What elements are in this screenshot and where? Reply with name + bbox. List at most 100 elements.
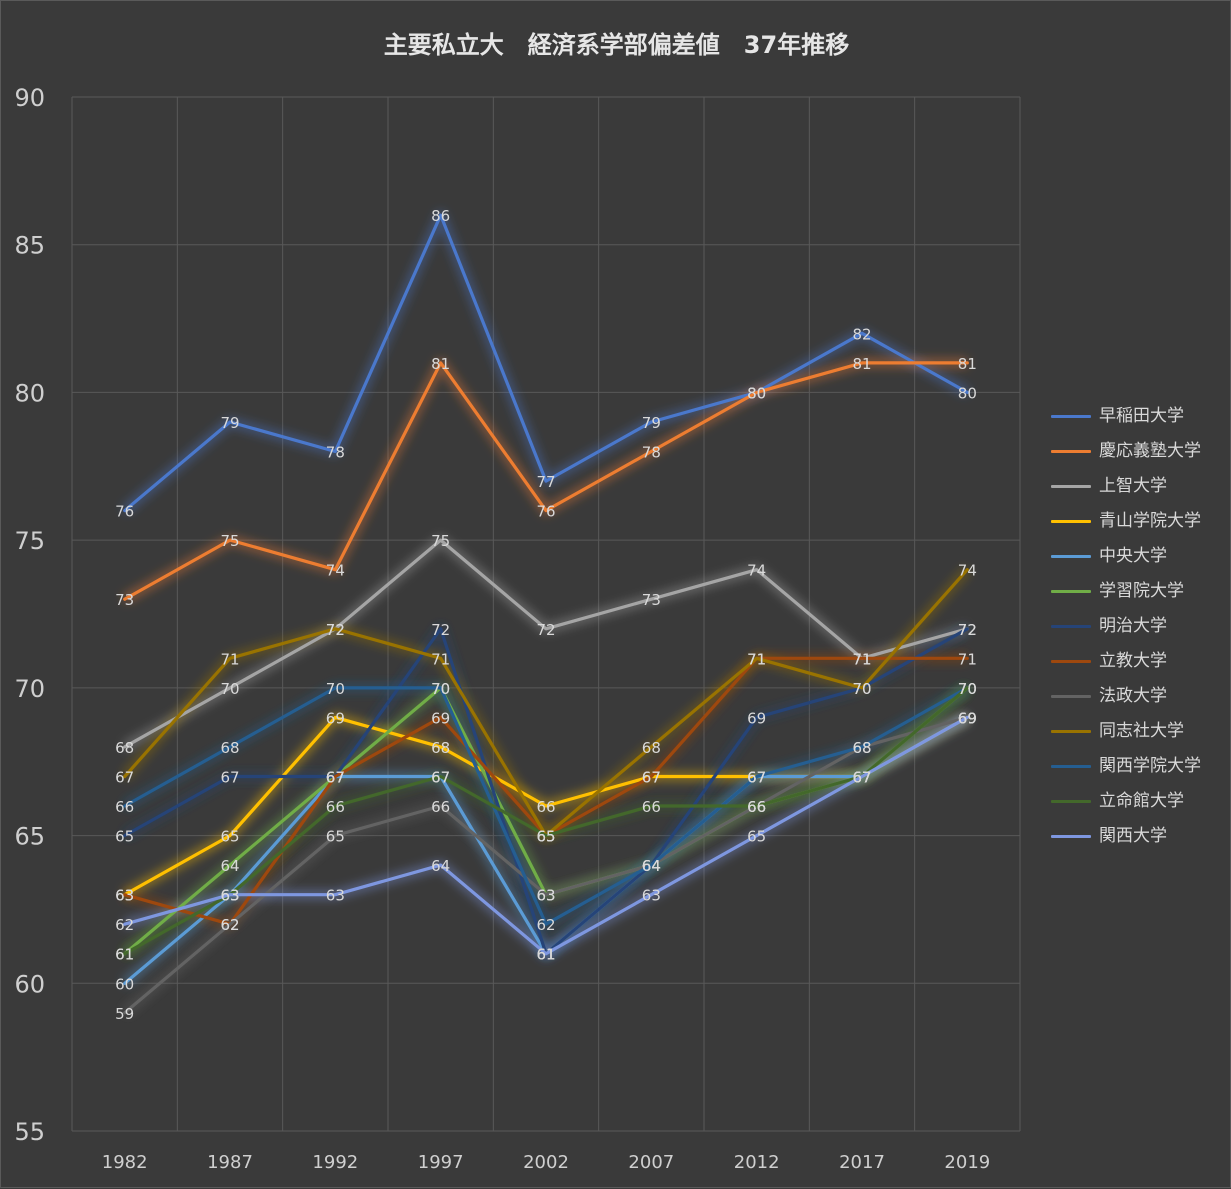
- data-label: 70: [852, 680, 871, 698]
- data-label: 63: [220, 887, 239, 905]
- data-label: 68: [852, 739, 871, 757]
- data-label: 67: [747, 768, 766, 786]
- legend-swatch: [1051, 519, 1091, 523]
- legend-item: 関西大学: [1051, 819, 1201, 854]
- data-label: 69: [747, 709, 766, 727]
- data-label: 81: [852, 355, 871, 373]
- data-label: 66: [115, 798, 134, 816]
- data-label: 65: [536, 828, 555, 846]
- data-label: 75: [431, 532, 450, 550]
- legend-item: 学習院大学: [1051, 574, 1201, 609]
- data-label: 68: [220, 739, 239, 757]
- legend-item: 早稲田大学: [1051, 399, 1201, 434]
- data-label: 79: [220, 414, 239, 432]
- data-label: 67: [852, 768, 871, 786]
- data-label: 61: [115, 946, 134, 964]
- data-label: 61: [536, 946, 555, 964]
- data-label: 67: [326, 768, 345, 786]
- data-label: 80: [958, 384, 977, 402]
- data-label: 67: [326, 768, 345, 786]
- data-label: 62: [536, 916, 555, 934]
- data-label: 66: [747, 798, 766, 816]
- data-label: 63: [536, 887, 555, 905]
- data-label: 77: [536, 473, 555, 491]
- x-tick-label: 1982: [102, 1152, 148, 1173]
- data-label: 70: [431, 680, 450, 698]
- data-label: 67: [220, 768, 239, 786]
- chart-title: 主要私立大 経済系学部偏差値 37年推移: [383, 31, 850, 59]
- series-line-2: [123, 538, 969, 749]
- data-label: 63: [115, 887, 134, 905]
- legend-item: 上智大学: [1051, 469, 1201, 504]
- legend-label: 同志社大学: [1099, 721, 1184, 741]
- data-label: 65: [326, 828, 345, 846]
- legend: 早稲田大学 慶応義塾大学 上智大学 青山学院大学 中央大学 学習院大学 明治大学 立教大学 法政…: [1051, 399, 1201, 854]
- legend-swatch: [1051, 589, 1091, 593]
- legend-label: 関西学院大学: [1099, 756, 1201, 776]
- series-glow-line: [121, 566, 971, 841]
- data-label: 72: [431, 621, 450, 639]
- data-label: 64: [642, 857, 661, 875]
- series-line-10: [123, 686, 969, 926]
- series-line-1: [123, 361, 969, 601]
- data-label: 69: [958, 709, 977, 727]
- x-tick-label: 2012: [734, 1152, 780, 1173]
- data-label: 80: [747, 384, 766, 402]
- y-tick-label: 90: [14, 84, 45, 112]
- data-label: 68: [431, 739, 450, 757]
- data-label: 63: [642, 887, 661, 905]
- y-tick-label: 60: [14, 970, 45, 998]
- data-label: 69: [958, 709, 977, 727]
- x-tick-label: 1992: [312, 1152, 358, 1173]
- legend-item: 立命館大学: [1051, 784, 1201, 819]
- x-axis: 1982 1987 1992 1997 2002 2007 2012 2017 2019: [102, 1152, 990, 1173]
- data-label: 73: [115, 591, 134, 609]
- y-tick-label: 55: [14, 1118, 45, 1146]
- series-glow-line: [121, 210, 970, 515]
- data-label: 71: [220, 650, 239, 668]
- data-label: 67: [852, 768, 871, 786]
- data-label: 78: [326, 444, 345, 462]
- legend-item: 青山学院大学: [1051, 504, 1201, 539]
- data-label: 62: [220, 916, 239, 934]
- data-label: 65: [536, 828, 555, 846]
- data-label: 71: [747, 650, 766, 668]
- data-label: 68: [115, 739, 134, 757]
- data-label: 71: [852, 650, 871, 668]
- data-label: 67: [852, 768, 871, 786]
- data-label: 71: [431, 650, 450, 668]
- data-label: 70: [431, 680, 450, 698]
- legend-swatch: [1051, 484, 1091, 488]
- data-label: 64: [642, 857, 661, 875]
- data-label: 67: [431, 768, 450, 786]
- data-label: 63: [326, 887, 345, 905]
- y-tick-label: 70: [14, 675, 45, 703]
- legend-label: 立教大学: [1099, 651, 1167, 671]
- legend-swatch: [1051, 554, 1091, 558]
- data-label: 63: [536, 887, 555, 905]
- legend-label: 早稲田大学: [1099, 406, 1184, 426]
- data-label: 66: [747, 798, 766, 816]
- data-label: 74: [747, 562, 766, 580]
- legend-item: 同志社大学: [1051, 714, 1201, 749]
- legend-swatch: [1051, 729, 1091, 733]
- data-label: 67: [852, 768, 871, 786]
- data-label: 63: [220, 887, 239, 905]
- y-axis: 55 60 65 70 75 80 85 90: [14, 84, 45, 1146]
- x-tick-label: 1987: [207, 1152, 253, 1173]
- data-label: 70: [852, 680, 871, 698]
- data-label: 78: [642, 444, 661, 462]
- legend-item: 明治大学: [1051, 609, 1201, 644]
- legend-swatch: [1051, 449, 1091, 453]
- legend-swatch: [1051, 624, 1091, 628]
- data-label: 68: [642, 739, 661, 757]
- data-label: 79: [642, 414, 661, 432]
- data-label: 72: [326, 621, 345, 639]
- legend-swatch: [1051, 764, 1091, 768]
- data-label: 73: [642, 591, 661, 609]
- legend-label: 青山学院大学: [1099, 511, 1201, 531]
- data-label: 80: [747, 384, 766, 402]
- legend-item: 立教大学: [1051, 644, 1201, 679]
